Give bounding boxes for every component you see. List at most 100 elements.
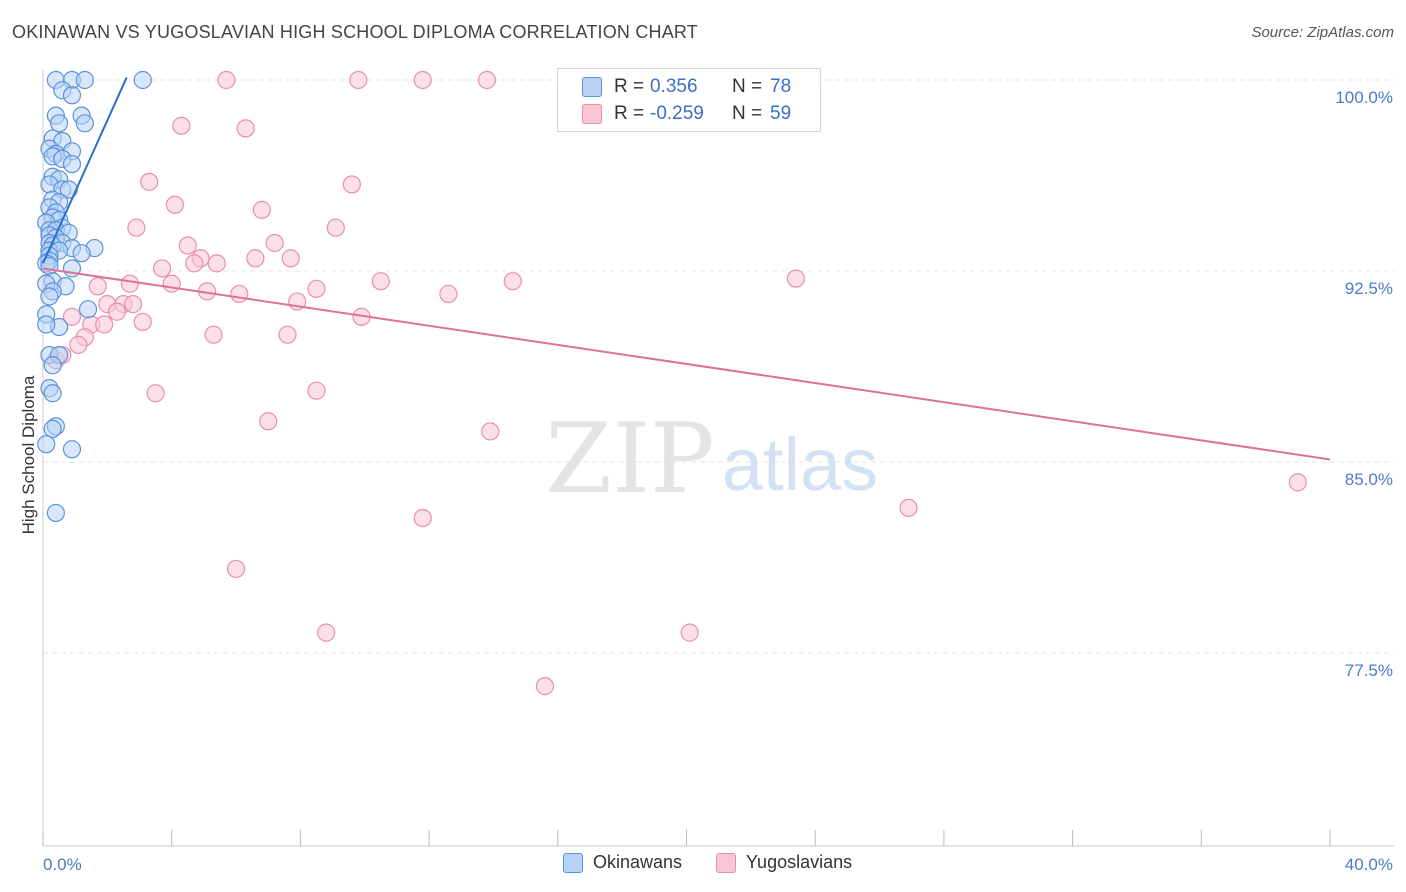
legend-label-yugoslavians: Yugoslavians [746,852,853,872]
data-point-yugoslavians [62,307,82,326]
data-point-yugoslavians [259,412,278,431]
data-point-yugoslavians [140,172,159,191]
data-point-yugoslavians [413,70,432,90]
y-axis-label: High School Diploma [19,375,38,534]
legend-n-value: 78 [770,76,792,97]
data-point-yugoslavians [786,269,805,288]
data-point-yugoslavians [349,70,368,90]
data-point-yugoslavians [217,70,236,90]
data-point-okinawans [37,315,56,334]
data-point-yugoslavians [342,175,361,194]
data-point-okinawans [37,435,56,454]
data-point-okinawans [49,114,69,133]
trend-lines [42,77,1331,461]
data-point-yugoslavians [107,302,127,321]
grid-lines [43,79,1395,654]
x-tick-label: 0.0% [43,855,82,874]
data-point-okinawans [46,503,65,523]
legend-n-value: 59 [770,103,792,124]
data-point-yugoslavians [226,559,246,579]
data-point-yugoslavians [236,119,255,138]
data-point-yugoslavians [152,259,172,278]
legend-row-yugoslavians: R = -0.259 N = 59 [582,102,791,126]
data-point-yugoslavians [230,284,249,304]
legend-r-label: R = [614,103,645,124]
data-point-yugoslavians [278,325,297,344]
watermark-atlas: atlas [722,423,878,506]
legend-swatch-blue [582,77,602,97]
data-point-yugoslavians [95,315,114,334]
data-point-yugoslavians [178,236,197,255]
data-point-okinawans [40,287,59,306]
data-point-yugoslavians [439,284,458,304]
data-point-yugoslavians [899,498,918,517]
data-point-okinawans [43,384,62,403]
data-point-yugoslavians [120,274,139,293]
data-point-yugoslavians [307,381,326,400]
trend-line-okinawans [42,77,128,264]
data-point-yugoslavians [477,70,497,90]
data-point-yugoslavians [207,254,226,273]
legend-swatch-pink [716,852,737,873]
y-tick-label: 85.0% [1345,470,1393,489]
legend-swatch-pink [582,104,602,124]
data-point-yugoslavians [123,295,143,314]
axes [42,70,1395,847]
data-point-okinawans [75,70,94,90]
data-point-okinawans [62,440,82,459]
legend-r-value: -0.259 [650,103,704,124]
trend-line-yugoslavians [42,267,1331,461]
data-point-yugoslavians [146,384,165,403]
source-label: Source: ZipAtlas.com [1251,24,1394,41]
legend-r-label: R = [614,76,645,97]
y-tick-label: 100.0% [1335,88,1393,107]
data-point-okinawans [62,86,82,105]
data-point-yugoslavians [204,325,223,344]
legend-item-okinawans: Okinawans [563,852,682,873]
data-point-yugoslavians [371,272,390,291]
series-yugoslavians [46,70,1307,696]
data-point-yugoslavians [127,218,146,237]
legend-n-label: N = [732,76,763,97]
legend-item-yugoslavians: Yugoslavians [716,852,852,873]
x-tick-label: 40.0% [1345,855,1393,874]
chart-title: OKINAWAN VS YUGOSLAVIAN HIGH SCHOOL DIPL… [12,22,698,42]
data-point-okinawans [72,244,91,263]
data-point-yugoslavians [413,508,432,528]
axis-labels: 100.0% 92.5% 85.0% 77.5% 0.0% 40.0% High Schoo… [19,88,1393,874]
data-point-yugoslavians [133,312,152,332]
legend-n-label: N = [732,103,763,124]
data-point-okinawans [43,419,62,438]
data-point-yugoslavians [265,233,284,253]
data-point-yugoslavians [165,195,185,214]
data-point-okinawans [62,154,82,174]
data-point-okinawans [133,70,152,90]
data-point-yugoslavians [307,279,326,298]
correlation-legend: R = 0.356 N = 78 R = -0.259 N = 59 [557,68,821,132]
data-point-yugoslavians [317,623,336,642]
data-point-yugoslavians [246,249,265,268]
watermark-zip: ZIP [545,403,714,515]
data-point-yugoslavians [281,249,300,268]
series-legend: Okinawans Yugoslavians [563,852,886,873]
legend-swatch-blue [563,852,583,873]
data-point-yugoslavians [172,116,191,135]
y-tick-label: 92.5% [1345,279,1393,298]
legend-label-okinawans: Okinawans [593,852,683,872]
data-point-yugoslavians [252,200,271,219]
data-point-yugoslavians [69,335,88,354]
data-point-yugoslavians [326,218,345,237]
data-point-yugoslavians [535,677,555,696]
data-point-yugoslavians [185,254,204,273]
data-point-yugoslavians [1288,473,1307,492]
legend-r-value: 0.356 [650,76,698,97]
data-point-yugoslavians [481,422,500,441]
data-point-yugoslavians [162,274,181,293]
data-point-yugoslavians [503,272,522,291]
data-point-yugoslavians [680,623,699,642]
y-tick-label: 77.5% [1345,661,1393,680]
watermark: ZIP atlas [545,403,878,515]
data-point-okinawans [78,300,98,319]
data-point-okinawans [43,356,62,375]
